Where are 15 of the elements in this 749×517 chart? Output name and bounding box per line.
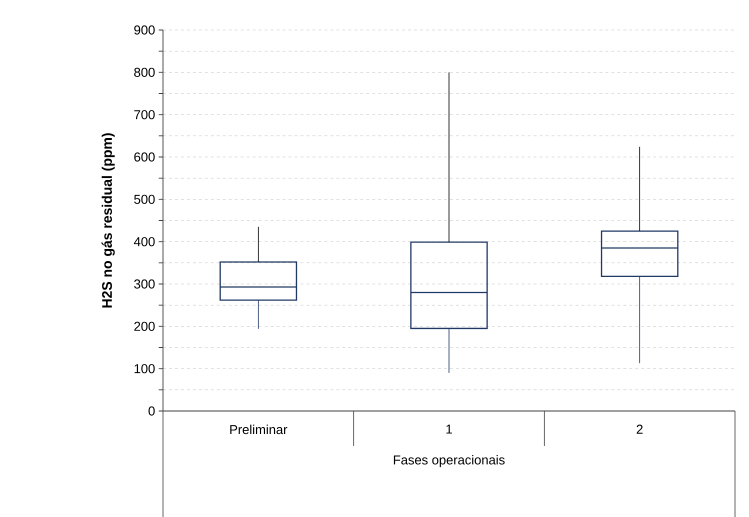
- y-axis-title: H2S no gás residual (ppm): [102, 133, 115, 308]
- y-tick-label: 0: [148, 406, 155, 416]
- x-tick-label: 1: [446, 424, 452, 434]
- y-tick-label: 600: [134, 152, 155, 162]
- x-tick-label: Preliminar: [230, 424, 288, 434]
- y-tick-label: 400: [134, 237, 155, 246]
- y-tick-label: 100: [134, 364, 155, 374]
- x-tick-label: 2: [636, 424, 643, 434]
- y-tick-label: 800: [134, 68, 155, 77]
- y-tick-label: 200: [134, 322, 155, 331]
- y-tick-label: 300: [134, 279, 155, 289]
- x-axis-title: Fases operacionais: [394, 454, 505, 468]
- y-tick-label: 500: [134, 194, 155, 204]
- y-tick-label: 900: [134, 25, 155, 35]
- y-tick-label: 700: [134, 110, 155, 120]
